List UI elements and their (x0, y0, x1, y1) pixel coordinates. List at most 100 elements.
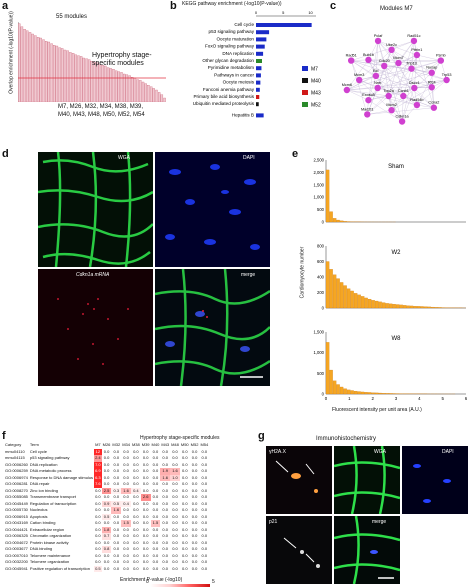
network-edge (351, 60, 360, 81)
heatmap-cell: 0.4 (130, 487, 141, 494)
panel-a-bar (66, 50, 69, 102)
network-edge (411, 68, 432, 88)
network-node (398, 118, 406, 125)
heatmap-cell: 0.0 (201, 533, 208, 539)
heatmap-cell: 0.8 (101, 546, 112, 553)
micrograph-p21: p21 (266, 516, 332, 584)
panel-a-bar (90, 61, 94, 102)
heatmap-cell: 0.0 (172, 526, 178, 532)
heatmap-cell: 0.0 (95, 559, 101, 565)
network-gene-label: Mcm3 (354, 73, 364, 77)
heatmap-cell: 0.0 (172, 494, 178, 500)
network-edge (368, 40, 379, 60)
panel-e-bar (406, 305, 410, 309)
panel-a-bar (144, 83, 147, 102)
panel-e-bar (329, 369, 333, 395)
heatmap-cell: 0.0 (191, 552, 198, 558)
panel-e-bar (371, 392, 375, 395)
network-edge (411, 40, 415, 69)
panel-e-bar (374, 300, 379, 309)
heatmap-cell: 0.0 (103, 474, 110, 480)
heatmap-cell: 12 (94, 448, 102, 455)
heatmap-cell: 0.0 (103, 539, 110, 545)
heatmap-cell: 0.0 (123, 494, 129, 500)
network-edge (414, 54, 418, 88)
network-edge (368, 59, 441, 61)
panel-a-bar (85, 58, 88, 102)
heatmap-term: Telomere organization (29, 559, 70, 565)
heatmap-cell: 0.0 (181, 539, 188, 545)
network-node (400, 92, 407, 100)
heatmap-cell: 0.0 (152, 500, 159, 506)
panel-a-bar (69, 52, 72, 102)
heatmap-column-header: M38 (131, 442, 140, 448)
heatmap-cell: 0.0 (142, 507, 149, 513)
network-node (388, 46, 395, 54)
network-gene-label: Bub1b (363, 53, 374, 57)
heatmap-cell: 0.0 (201, 520, 208, 526)
panel-e-ytick: 0 (322, 392, 325, 397)
heatmap-cell: 0.0 (95, 487, 101, 493)
heatmap-cell: 0.0 (172, 507, 178, 513)
panel-a-bar (53, 45, 56, 102)
heatmap-row: GO:0032200 Telomere organization 0.0 0.0 0.0… (4, 559, 209, 566)
heatmap-cell: 7.6 (94, 481, 102, 488)
panel-e-bar (339, 386, 344, 395)
network-edge (359, 79, 378, 89)
heatmap-cell: 0.0 (201, 500, 208, 506)
panel-b-legend-swatch (302, 90, 308, 95)
heatmap-column-header: M40 (151, 442, 160, 448)
heatmap-cell: 0.0 (191, 539, 198, 545)
heatmap-category: GO:0045449 (5, 500, 28, 506)
merge-g-pattern (334, 516, 400, 584)
heatmap-cell: 0.0 (181, 468, 188, 474)
heatmap-category: mmu04115 (5, 455, 25, 461)
heatmap-cell: 0.0 (113, 513, 120, 519)
heatmap-cell: 0.0 (172, 500, 178, 506)
panel-a-bar (23, 29, 26, 102)
panel-a-bar (96, 62, 99, 102)
panel-e-bar (402, 305, 407, 309)
heatmap-cell: 0.0 (142, 546, 149, 552)
network-edge (359, 68, 412, 81)
heatmap-cell: 0.0 (181, 552, 188, 558)
panel-b-title: KEGG pathway enrichment (-log10(P-value)… (182, 1, 282, 7)
heatmap-cell: 0.0 (142, 468, 149, 474)
panel-b-legend-swatch (302, 102, 308, 107)
heatmap-row: GO:0006915 Apoptosis 0.0 0.5 0.0 0.0 0.0 0.0 0.0… (4, 513, 209, 520)
network-edge (368, 75, 377, 101)
heatmap-cell: 0.0 (103, 559, 110, 565)
heatmap-cell: 0.0 (133, 455, 139, 461)
panel-b-category-label: Pathways in cancer (214, 72, 254, 77)
network-edge (367, 110, 392, 115)
panel-e-bar (360, 296, 365, 309)
heatmap-category: GO:0006281 (5, 481, 28, 487)
heatmap-cell: 0.0 (123, 461, 129, 467)
heatmap-category: GO:0006915 (5, 513, 28, 519)
heatmap-cell: 0.0 (191, 546, 198, 552)
heatmap-cell: 0.0 (181, 559, 188, 565)
heatmap-row: GO:0003677 DNA binding 0.0 0.8 0.0 0.0 0.0 0.0 0… (4, 546, 209, 553)
panel-a-bar (114, 70, 118, 102)
panel-e-bar (420, 306, 424, 309)
heatmap-cell: 0.0 (113, 539, 120, 545)
heatmap-cell: 0.0 (152, 448, 159, 454)
network-edge (377, 40, 385, 66)
panel-g-title: Immunohistochemistry (316, 436, 377, 442)
panel-a-bar (152, 88, 155, 102)
heatmap-cell: 0.0 (172, 448, 178, 454)
network-gene-label: Nusap (426, 66, 437, 70)
heatmap-cell: 0.0 (123, 546, 129, 552)
heatmap-cell: 0.0 (103, 494, 110, 500)
heatmap-cell: 0.0 (162, 526, 168, 532)
panel-b-bar (256, 30, 270, 35)
panel-e-ytick: 2,000 (314, 170, 325, 175)
panel-e-ytick: 0 (322, 306, 325, 311)
panel-b-bar (256, 95, 260, 99)
heatmap-term: Regulation of transcription (29, 500, 77, 506)
heatmap-cell: 0.0 (152, 559, 159, 565)
panel-a-bar (47, 41, 51, 102)
heatmap-term: DNA repair (29, 481, 50, 487)
panel-e-bar (329, 269, 333, 309)
heatmap-cell: 0.0 (142, 520, 149, 526)
